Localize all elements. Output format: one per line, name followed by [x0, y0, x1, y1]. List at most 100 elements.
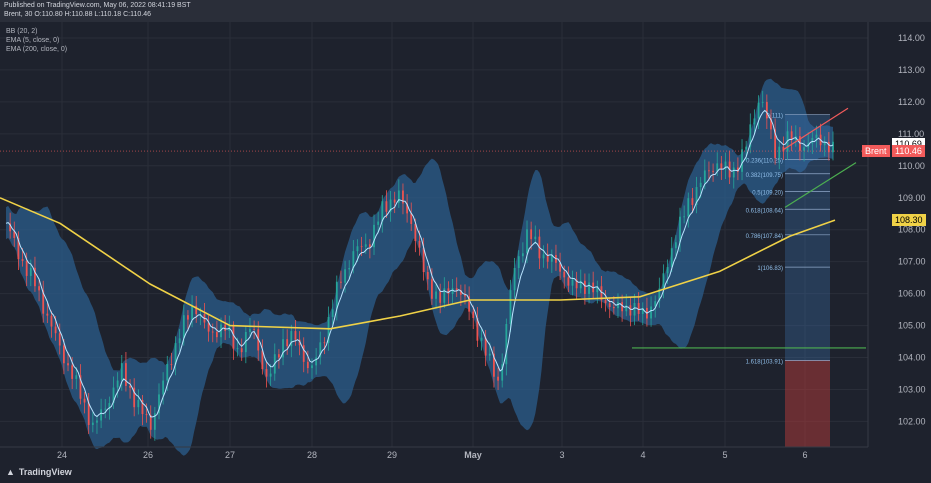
y-tick-label: 113.00: [898, 65, 925, 75]
x-tick-label: 27: [225, 450, 235, 460]
candle-body: [732, 167, 735, 178]
candle-body: [62, 345, 65, 364]
candle-body: [261, 350, 264, 370]
candle-body: [815, 134, 818, 138]
published-text: Published on TradingView.com, May 06, 20…: [4, 2, 191, 9]
candle-body: [761, 101, 764, 103]
candle-body: [294, 331, 297, 340]
candle-body: [513, 267, 516, 291]
candle-body: [17, 237, 20, 260]
candle-body: [563, 271, 566, 278]
candle-body: [21, 259, 24, 261]
candle-body: [352, 251, 355, 269]
indicator-legend: BB (20, 2) EMA (5, close, 0) EMA (200, c…: [6, 27, 67, 54]
candle-body: [125, 363, 127, 386]
candle-body: [650, 306, 652, 319]
candle-body: [443, 288, 446, 303]
x-tick-label: 5: [722, 450, 727, 460]
candle-body: [162, 380, 165, 395]
candle-body: [488, 353, 491, 356]
fib-level-label: 0.618(108.64): [746, 208, 783, 214]
candle-body: [410, 213, 413, 224]
candle-body: [75, 375, 78, 379]
price-tag: 110.46: [892, 145, 925, 158]
candle-body: [385, 201, 388, 212]
candle-body: [108, 403, 111, 409]
candle-body: [356, 246, 359, 252]
candle-body: [166, 364, 169, 381]
x-tick-label: 28: [307, 450, 317, 460]
candle-body: [608, 303, 611, 308]
candle-body: [414, 223, 417, 241]
candle-body: [662, 273, 665, 289]
candle-body: [46, 313, 49, 316]
candle-body: [393, 199, 396, 203]
candle-body: [83, 398, 86, 403]
candle-body: [596, 286, 599, 293]
candle-body: [381, 201, 384, 222]
candle-body: [397, 190, 400, 203]
candle-body: [716, 163, 719, 172]
x-tick-label: 29: [387, 450, 397, 460]
candle-body: [133, 387, 136, 408]
ema5-line: [5, 109, 834, 418]
candle-body: [617, 302, 619, 309]
footer: [0, 463, 931, 483]
fib-level-label: 0.382(109.75): [746, 173, 783, 179]
candle-body: [104, 408, 107, 410]
candle-body: [567, 277, 570, 286]
candle-body: [501, 364, 504, 381]
candle-body: [790, 131, 793, 141]
header: Published on TradingView.com, May 06, 20…: [0, 0, 931, 22]
indicator-ema200: EMA (200, close, 0): [6, 46, 68, 53]
indicator-bb: BB (20, 2): [6, 28, 38, 35]
candle-body: [373, 224, 375, 248]
candle-body: [600, 286, 603, 301]
candle-body: [153, 413, 156, 430]
candle-body: [100, 409, 103, 421]
x-tick-label: 4: [640, 450, 645, 460]
candle-body: [803, 147, 805, 151]
candle-body: [708, 170, 710, 172]
candle-body: [364, 244, 367, 247]
candle-body: [497, 376, 499, 381]
candle-body: [178, 338, 181, 344]
candle-body: [158, 394, 160, 414]
y-tick-label: 106.00: [898, 289, 926, 299]
candle-body: [327, 316, 330, 343]
candle-body: [389, 199, 392, 212]
candle-body: [368, 244, 371, 248]
candle-body: [679, 216, 681, 243]
candle-body: [633, 302, 636, 316]
candle-body: [211, 331, 214, 333]
candle-body: [435, 291, 437, 299]
candle-body: [286, 339, 289, 347]
candle-body: [736, 167, 739, 172]
candle-body: [811, 137, 814, 144]
candle-body: [687, 198, 690, 217]
tradingview-logo[interactable]: ▲ TradingView: [6, 467, 72, 477]
candle-body: [141, 400, 144, 415]
candle-body: [476, 317, 479, 341]
y-tick-label: 105.00: [898, 321, 926, 331]
y-tick-label: 109.00: [898, 193, 926, 203]
candle-body: [827, 142, 830, 153]
price-chart[interactable]: 0(111) 0.236(110.25) 0.382(109.75) 0.5(109.…: [0, 22, 931, 463]
candle-body: [207, 322, 210, 332]
candle-body: [331, 309, 334, 317]
candle-body: [550, 255, 553, 262]
candle-body: [54, 326, 57, 334]
candle-body: [641, 307, 644, 314]
candle-body: [335, 281, 338, 310]
candle-body: [534, 236, 537, 240]
candle-body: [170, 364, 173, 365]
candle-body: [116, 380, 119, 388]
candle-body: [406, 203, 408, 214]
candle-body: [451, 288, 454, 294]
x-tick-label: 6: [802, 450, 807, 460]
candle-body: [422, 247, 425, 272]
candle-body: [699, 182, 702, 188]
candle-body: [832, 141, 834, 153]
candle-body: [757, 102, 760, 119]
candle-body: [683, 216, 686, 218]
